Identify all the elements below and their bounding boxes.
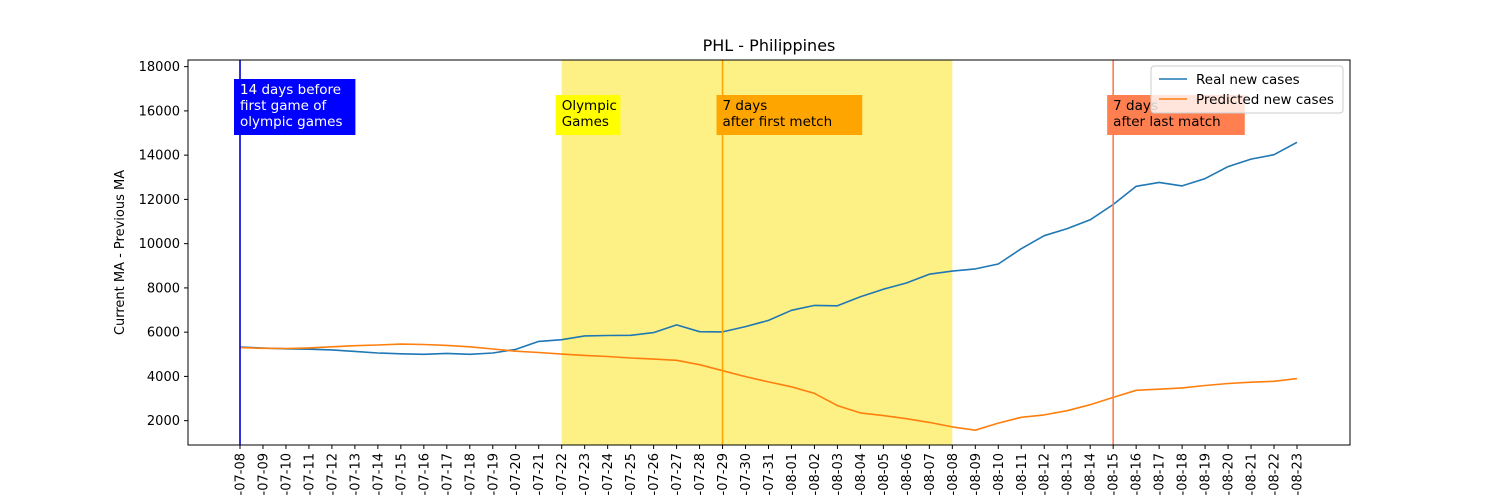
x-tick-label: -08-10 bbox=[992, 453, 1007, 495]
x-tick-label: -08-09 bbox=[969, 453, 984, 495]
x-tick-label: -08-16 bbox=[1130, 453, 1145, 495]
x-tick-label: -07-11 bbox=[302, 453, 317, 495]
x-tick-label: -07-30 bbox=[739, 453, 754, 495]
x-tick-label: -08-17 bbox=[1153, 453, 1168, 495]
x-tick-label: -07-15 bbox=[394, 453, 409, 495]
x-tick-label: -07-27 bbox=[670, 453, 685, 495]
x-tick-label: -07-21 bbox=[532, 453, 547, 495]
legend-label-1: Real new cases bbox=[1196, 72, 1300, 88]
annotation-line: Olympic bbox=[562, 98, 617, 114]
series-line-2 bbox=[239, 343, 1298, 432]
x-tick-label: -07-24 bbox=[601, 453, 616, 495]
annotation-line: 14 days before bbox=[240, 82, 341, 98]
x-tick-label: -08-12 bbox=[1038, 453, 1053, 495]
y-tick-label: 6000 bbox=[147, 326, 180, 341]
x-tick-label: -07-31 bbox=[762, 453, 777, 495]
legend: Real new cases Predicted new cases bbox=[1150, 65, 1344, 114]
annotation-box bbox=[716, 95, 863, 135]
series-layer bbox=[239, 141, 1298, 432]
y-tick-label: 16000 bbox=[139, 104, 180, 119]
y-axis: 2000 4000 6000 8000 10000 12000 14000 16000 1800… bbox=[139, 60, 188, 429]
y-tick-label: 10000 bbox=[139, 237, 180, 252]
annotation-line: 7 days bbox=[723, 98, 768, 114]
y-tick-label: 8000 bbox=[147, 281, 180, 296]
x-tick-label: -08-08 bbox=[946, 453, 961, 495]
x-tick-label: -07-14 bbox=[371, 453, 386, 495]
annotation-line: 7 days bbox=[1113, 98, 1158, 114]
chart-title: PHL - Philippines bbox=[703, 36, 836, 55]
x-tick-label: -07-18 bbox=[463, 453, 478, 495]
annotation-line: after first metch bbox=[723, 114, 833, 130]
x-tick-label: -07-12 bbox=[325, 453, 340, 495]
x-tick-label: -08-07 bbox=[923, 453, 938, 495]
series-line-1 bbox=[239, 141, 1298, 356]
x-tick-label: -07-10 bbox=[279, 453, 294, 495]
x-tick-label: -07-20 bbox=[509, 453, 524, 495]
annotation-line: first game of bbox=[240, 98, 328, 114]
x-tick-label: -07-23 bbox=[578, 453, 593, 495]
y-axis-label: Current MA - Previous MA bbox=[113, 170, 128, 335]
y-tick-label: 2000 bbox=[147, 414, 180, 429]
y-tick-label: 18000 bbox=[139, 60, 180, 75]
x-tick-label: -07-25 bbox=[624, 453, 639, 495]
x-tick-label: -08-13 bbox=[1061, 453, 1076, 495]
x-tick-label: -07-13 bbox=[348, 453, 363, 495]
legend-label-2: Predicted new cases bbox=[1196, 92, 1334, 108]
annotation-box bbox=[555, 95, 621, 135]
x-tick-label: -08-03 bbox=[831, 453, 846, 495]
y-tick-label: 12000 bbox=[139, 193, 180, 208]
x-tick-label: -07-28 bbox=[693, 453, 708, 495]
x-tick-label: -08-04 bbox=[854, 453, 869, 495]
x-tick-label: -07-19 bbox=[486, 453, 501, 495]
x-tick-label: -08-18 bbox=[1176, 453, 1191, 495]
x-tick-label: -08-23 bbox=[1291, 453, 1306, 495]
x-axis: -07-08 -07-09 -07-10 -07-11 -07-12 -07-13 -07-… bbox=[234, 445, 1306, 495]
x-tick-label: -08-15 bbox=[1107, 453, 1122, 495]
x-tick-label: -07-16 bbox=[417, 453, 432, 495]
annotation-line: Games bbox=[562, 114, 609, 130]
annotation-line: olympic games bbox=[240, 114, 343, 130]
x-tick-label: -08-19 bbox=[1199, 453, 1214, 495]
x-tick-label: -08-06 bbox=[900, 453, 915, 495]
x-tick-label: -08-20 bbox=[1222, 453, 1237, 495]
x-tick-label: -07-22 bbox=[555, 453, 570, 495]
x-tick-label: -07-17 bbox=[440, 453, 455, 495]
x-tick-label: -07-08 bbox=[234, 453, 249, 495]
x-tick-label: -08-05 bbox=[877, 453, 892, 495]
legend-box bbox=[1150, 65, 1344, 114]
x-tick-label: -08-22 bbox=[1268, 453, 1283, 495]
x-tick-label: -07-29 bbox=[716, 453, 731, 495]
x-tick-label: -08-02 bbox=[808, 453, 823, 495]
y-tick-label: 4000 bbox=[147, 370, 180, 385]
x-tick-label: -07-09 bbox=[256, 453, 271, 495]
y-tick-label: 14000 bbox=[139, 149, 180, 164]
x-tick-label: -08-14 bbox=[1084, 453, 1099, 495]
x-tick-label: -08-21 bbox=[1245, 453, 1260, 495]
x-tick-label: -08-11 bbox=[1015, 453, 1030, 495]
annotation-box bbox=[234, 79, 356, 135]
x-tick-label: -08-01 bbox=[785, 453, 800, 495]
annotation-line: after last match bbox=[1113, 114, 1221, 130]
x-tick-label: -07-26 bbox=[647, 453, 662, 495]
